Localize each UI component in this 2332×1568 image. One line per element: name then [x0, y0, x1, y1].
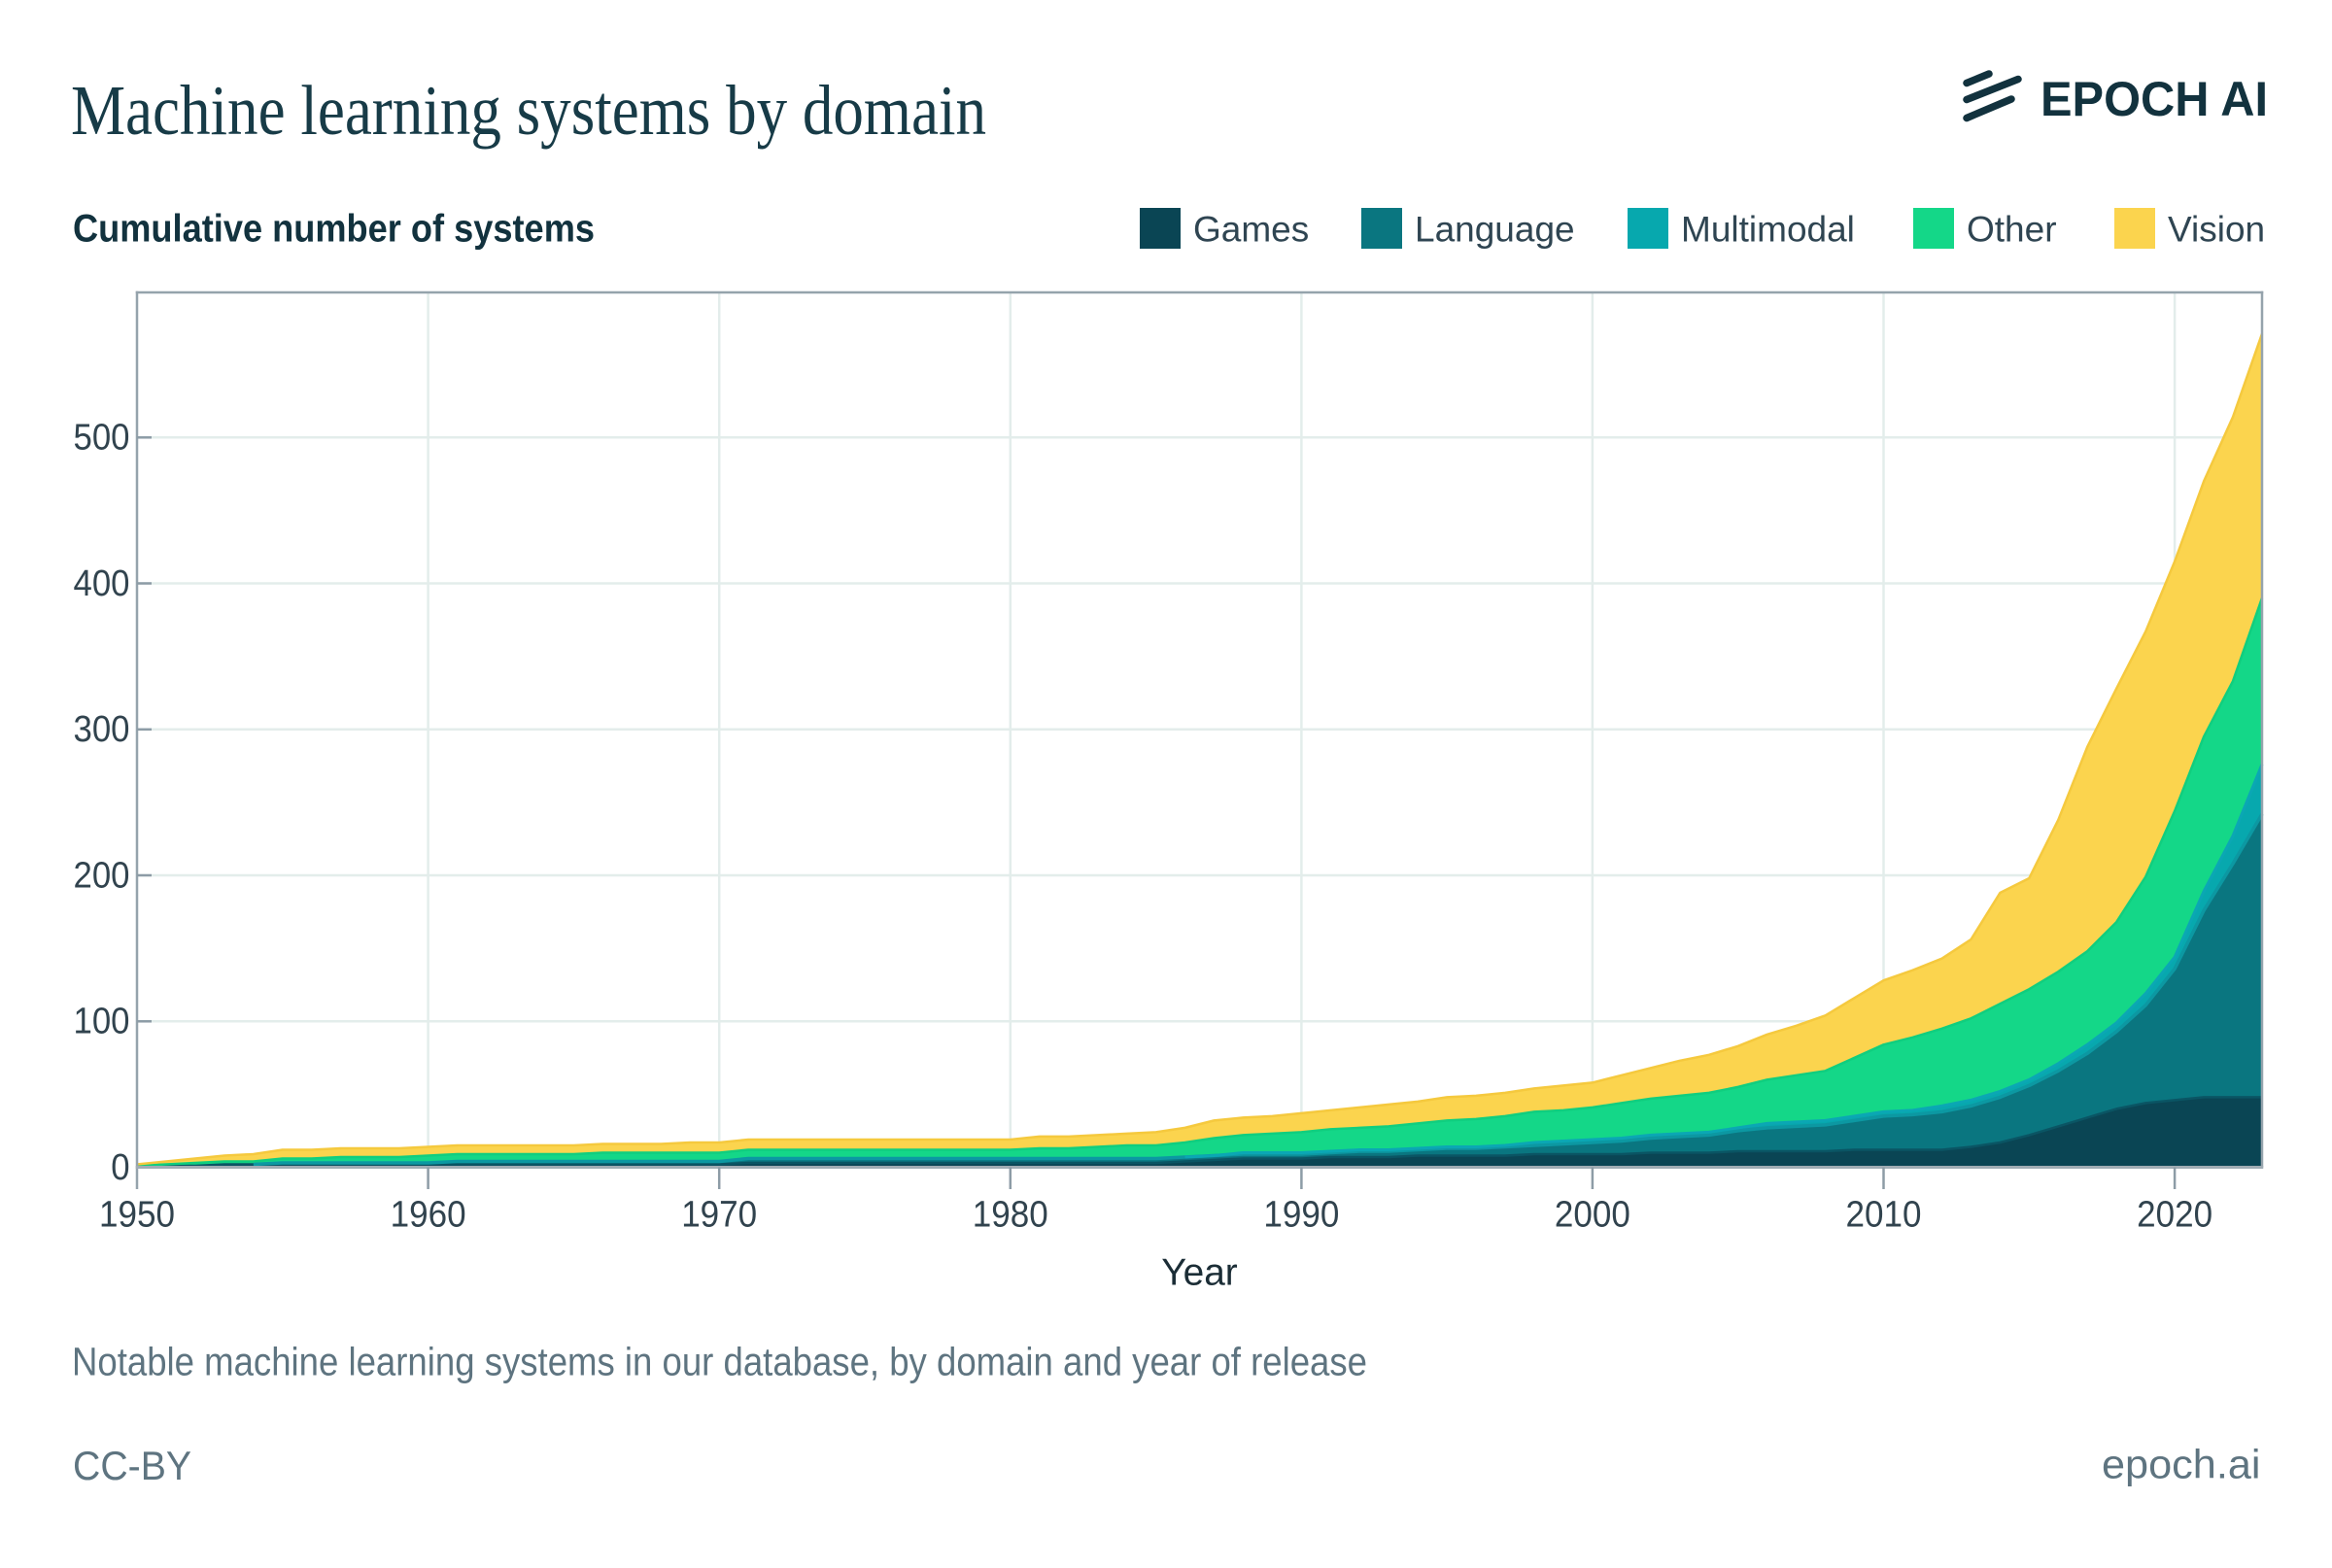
svg-text:500: 500 — [74, 418, 130, 459]
svg-text:1970: 1970 — [681, 1195, 757, 1236]
svg-text:Notable machine learning syste: Notable machine learning systems in our … — [72, 1339, 1367, 1383]
svg-text:400: 400 — [74, 563, 130, 604]
svg-text:Games: Games — [1193, 210, 1309, 250]
svg-text:0: 0 — [111, 1147, 129, 1188]
svg-text:1960: 1960 — [391, 1195, 466, 1236]
svg-text:2010: 2010 — [1846, 1195, 1922, 1236]
svg-text:Year: Year — [1161, 1252, 1238, 1294]
svg-text:EPOCH AI: EPOCH AI — [2040, 72, 2268, 126]
svg-text:200: 200 — [74, 855, 130, 896]
svg-text:epoch.ai: epoch.ai — [2102, 1442, 2261, 1487]
svg-text:1950: 1950 — [99, 1195, 175, 1236]
svg-text:100: 100 — [74, 1002, 130, 1042]
svg-text:Language: Language — [1415, 210, 1575, 250]
svg-text:CC-BY: CC-BY — [73, 1443, 191, 1488]
svg-text:2020: 2020 — [2137, 1195, 2212, 1236]
svg-text:Cumulative number of systems: Cumulative number of systems — [73, 208, 595, 251]
svg-text:300: 300 — [74, 709, 130, 750]
svg-text:1980: 1980 — [973, 1195, 1048, 1236]
svg-text:Vision: Vision — [2168, 210, 2265, 250]
svg-text:1990: 1990 — [1263, 1195, 1339, 1236]
svg-text:2000: 2000 — [1555, 1195, 1630, 1236]
svg-text:Machine learning systems by do: Machine learning systems by domain — [71, 71, 986, 150]
svg-text:Multimodal: Multimodal — [1681, 210, 1855, 250]
svg-text:Other: Other — [1967, 210, 2057, 250]
